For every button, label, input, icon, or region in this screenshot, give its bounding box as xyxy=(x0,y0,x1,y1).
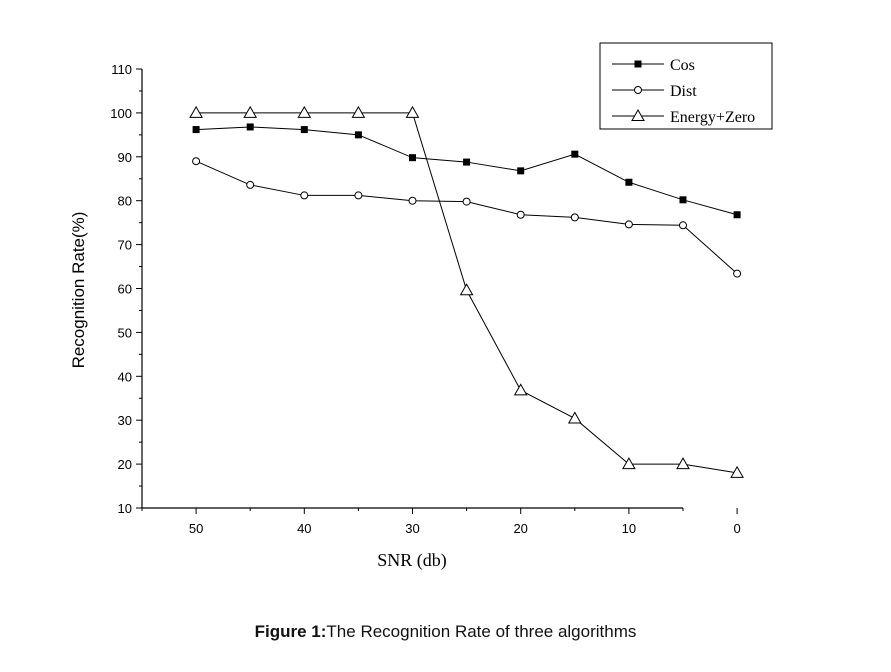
data-point xyxy=(567,411,582,424)
y-tick-label: 30 xyxy=(118,413,132,428)
data-point xyxy=(676,457,690,470)
legend-marker xyxy=(631,108,645,121)
data-point xyxy=(192,157,201,166)
data-point xyxy=(459,283,474,296)
series-layer xyxy=(189,105,744,478)
data-point xyxy=(408,196,417,205)
legend-marker xyxy=(634,86,642,94)
x-axis-title: SNR (db) xyxy=(377,550,447,571)
y-tick-label: 40 xyxy=(118,369,132,384)
legend: Cos Dist Energy+Zero xyxy=(599,42,773,130)
caption-text: The Recognition Rate of three algorithms xyxy=(326,622,637,641)
data-point xyxy=(730,465,744,478)
legend-label: Cos xyxy=(670,57,695,74)
data-point xyxy=(625,178,633,186)
x-tick-label: 30 xyxy=(405,521,419,536)
data-point xyxy=(354,191,363,200)
data-point xyxy=(192,126,200,134)
data-point xyxy=(462,197,471,206)
data-point xyxy=(517,167,525,175)
x-tick-label: 50 xyxy=(189,521,203,536)
data-point xyxy=(246,123,254,131)
x-tick-label: 0 xyxy=(733,521,740,536)
legend-label: Dist xyxy=(670,83,697,100)
data-point xyxy=(243,105,258,118)
data-point xyxy=(571,150,579,158)
x-tick-label: 20 xyxy=(513,521,527,536)
y-tick-label: 110 xyxy=(111,62,132,77)
legend-label: Energy+Zero xyxy=(670,109,755,126)
data-point xyxy=(300,191,309,200)
axes xyxy=(141,69,683,509)
y-tick-label: 90 xyxy=(118,150,132,165)
data-point xyxy=(513,383,528,396)
series-2 xyxy=(189,105,744,478)
y-tick-label: 100 xyxy=(110,106,132,121)
data-point xyxy=(246,180,255,189)
x-tick-label: 10 xyxy=(622,521,636,536)
data-point xyxy=(679,196,687,204)
x-tick-label: 40 xyxy=(297,521,311,536)
data-point xyxy=(300,126,308,134)
data-point xyxy=(405,105,420,118)
data-point xyxy=(297,105,312,118)
series-1 xyxy=(192,157,742,278)
data-point xyxy=(463,158,471,166)
caption-label: Figure 1: xyxy=(254,622,327,641)
legend-box xyxy=(599,42,773,130)
data-point xyxy=(351,105,366,118)
data-point xyxy=(622,457,636,470)
y-tick-label: 10 xyxy=(118,501,132,516)
data-point xyxy=(733,269,742,278)
data-point xyxy=(189,105,203,118)
y-tick-label: 50 xyxy=(118,325,132,340)
data-point xyxy=(570,213,579,222)
y-tick-label: 80 xyxy=(118,194,132,209)
series-line xyxy=(195,160,738,274)
legend-marker xyxy=(634,60,642,68)
data-point xyxy=(624,220,633,229)
data-point xyxy=(679,221,687,230)
y-tick-label: 60 xyxy=(118,282,132,297)
y-tick-label: 20 xyxy=(118,457,132,472)
data-point xyxy=(516,210,525,219)
figure-caption: Figure 1:The Recognition Rate of three a… xyxy=(0,622,891,642)
y-tick-label: 70 xyxy=(118,238,132,253)
data-point xyxy=(733,211,741,219)
series-0 xyxy=(192,123,741,219)
data-point xyxy=(409,154,416,162)
data-point xyxy=(354,131,362,139)
y-axis-title: Recognition Rate(%) xyxy=(69,212,88,369)
